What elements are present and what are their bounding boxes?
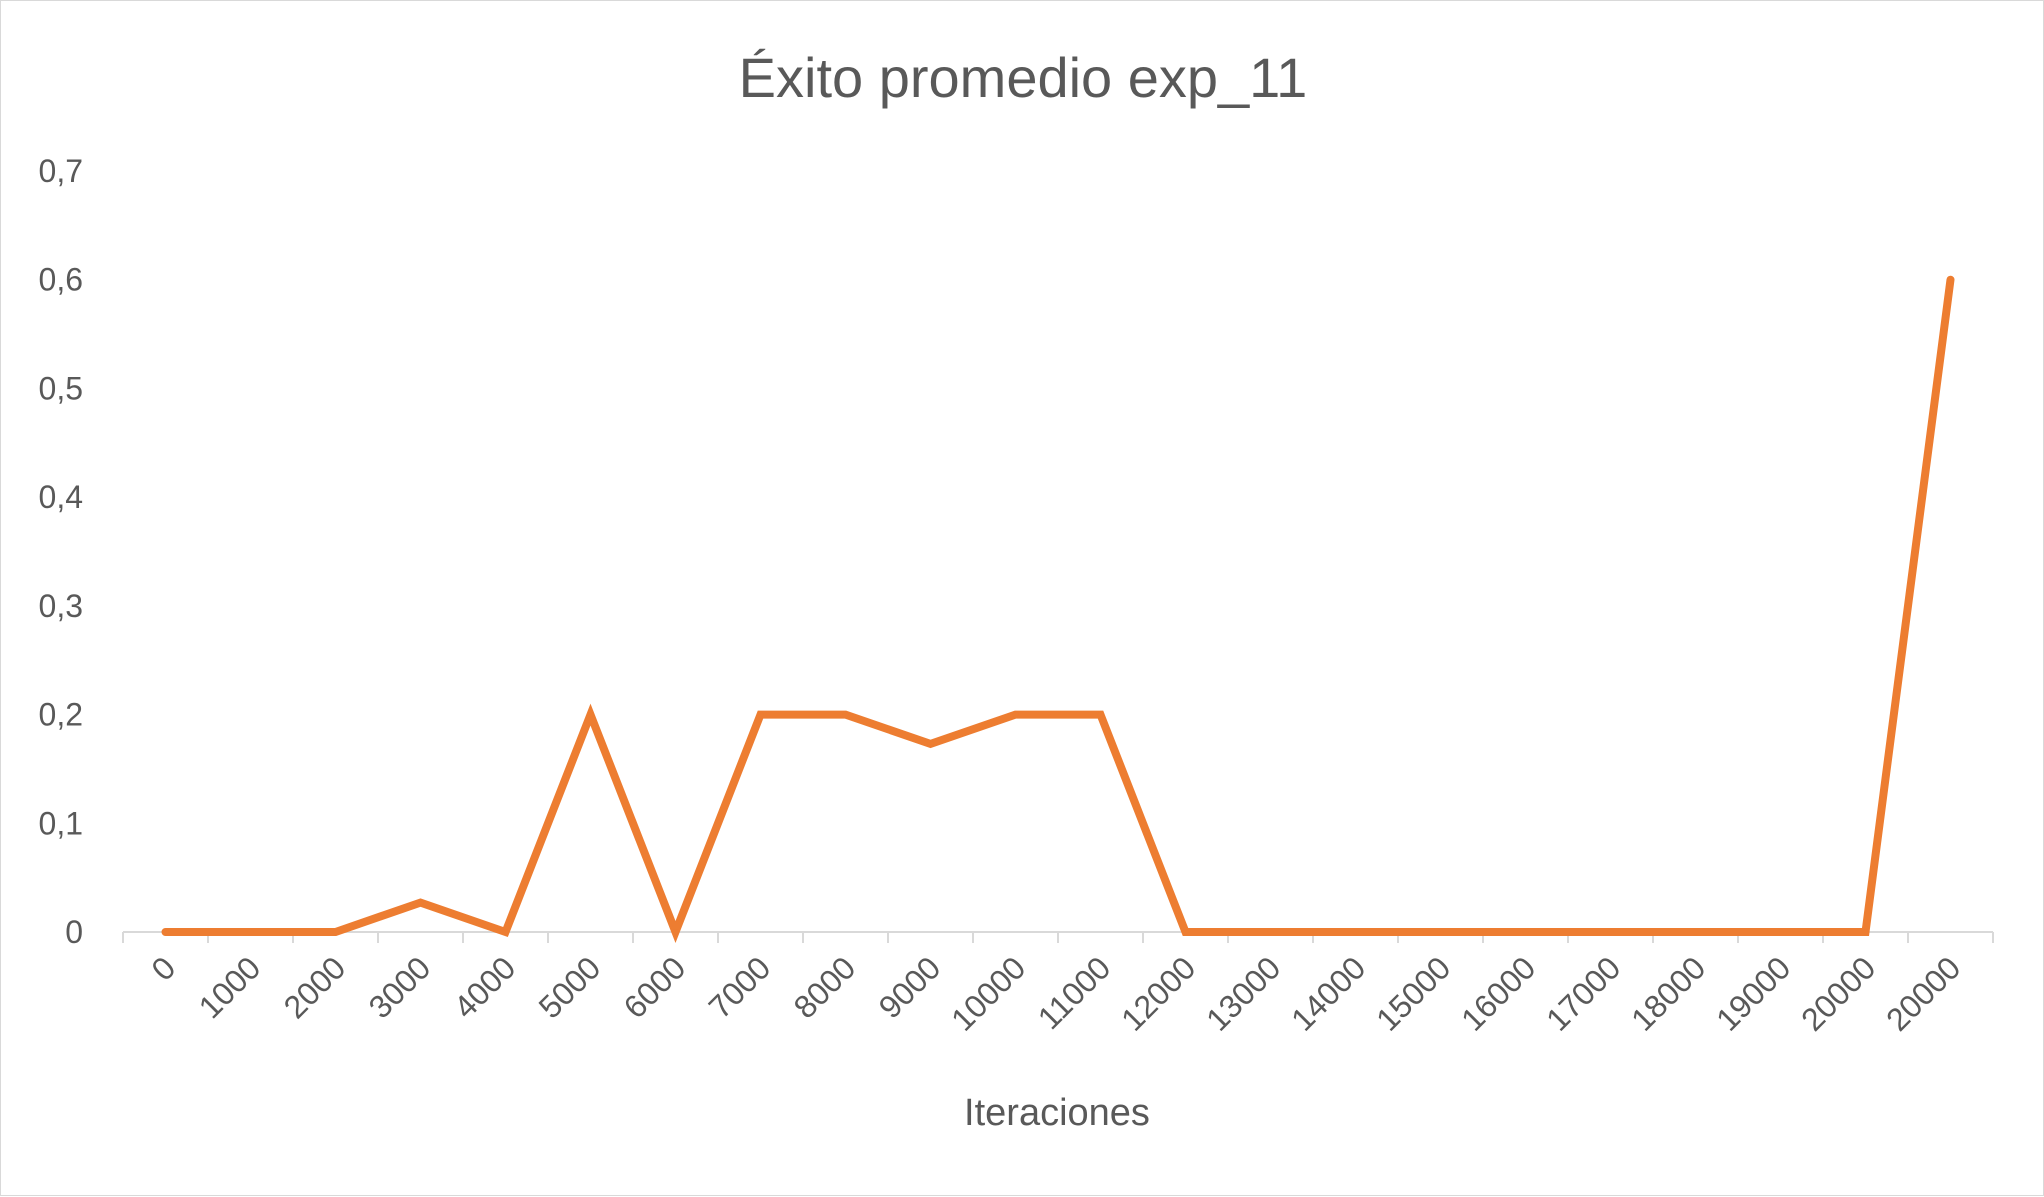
data-point — [247, 929, 254, 935]
x-tick-label: 7000 — [702, 949, 778, 1025]
data-point — [502, 929, 509, 935]
y-tick-label: 0 — [65, 914, 83, 950]
data-point — [587, 711, 594, 718]
data-point — [1182, 929, 1189, 935]
data-point — [842, 711, 849, 718]
data-point — [672, 929, 679, 935]
x-tick-label: 16000 — [1454, 949, 1542, 1037]
y-tick-label: 0,6 — [39, 262, 83, 298]
x-tick-label: 9000 — [872, 949, 948, 1025]
x-tick-label: 11000 — [1031, 949, 1118, 1036]
x-tick-label: 18000 — [1624, 949, 1712, 1037]
series-group — [161, 275, 1955, 943]
x-axis-tick-labels: 0 1000 2000 3000 4000 5000 6000 7000 8000 9000100… — [144, 949, 1967, 1037]
x-tick-label: 6000 — [617, 949, 693, 1025]
data-point — [1437, 929, 1444, 935]
x-tick-label: 19000 — [1709, 949, 1797, 1037]
x-tick-label: 0 — [144, 949, 182, 987]
data-point — [1267, 929, 1274, 935]
data-point — [1607, 929, 1614, 935]
y-tick-label: 0,7 — [39, 153, 83, 189]
data-point — [1947, 276, 1954, 283]
x-tick-label: 13000 — [1199, 949, 1287, 1037]
data-point — [1777, 929, 1784, 935]
y-tick-label: 0,2 — [39, 697, 83, 733]
y-tick-label: 0,4 — [39, 479, 83, 515]
x-tick-label: 17000 — [1539, 949, 1627, 1037]
y-tick-label: 0,1 — [39, 805, 83, 841]
x-tick-label: 20000 — [1794, 949, 1882, 1037]
data-point — [417, 899, 424, 906]
x-tick-label: 3000 — [362, 949, 438, 1025]
data-point — [1522, 929, 1529, 935]
data-point — [1352, 929, 1359, 935]
data-point — [1862, 929, 1869, 935]
data-point — [1012, 711, 1019, 718]
series-line — [161, 275, 1955, 943]
x-tick-label: 15000 — [1369, 949, 1457, 1037]
data-point — [757, 711, 764, 718]
x-tick-label: 14000 — [1284, 949, 1372, 1037]
x-tick-label: 1000 — [192, 949, 268, 1025]
x-tick-label: 20000 — [1879, 949, 1967, 1037]
data-point — [332, 929, 339, 935]
x-axis-tick-marks — [122, 932, 1994, 943]
x-tick-label: 8000 — [787, 949, 863, 1025]
y-axis-tick-labels: 0 0,1 0,2 0,3 0,4 0,5 0,6 0,7 — [39, 153, 83, 950]
data-point — [162, 929, 169, 935]
x-tick-label: 12000 — [1114, 949, 1202, 1037]
chart-title: Éxito promedio exp_11 — [739, 46, 1308, 109]
x-tick-label: 5000 — [532, 949, 608, 1025]
data-point — [1692, 929, 1699, 935]
x-tick-label: 10000 — [944, 949, 1032, 1037]
data-point — [1097, 711, 1104, 718]
y-tick-label: 0,3 — [39, 588, 83, 624]
x-tick-label: 4000 — [447, 949, 523, 1025]
data-point — [927, 740, 934, 747]
x-tick-label: 2000 — [277, 949, 353, 1025]
x-axis-title: Iteraciones — [964, 1092, 1150, 1134]
y-tick-label: 0,5 — [39, 370, 83, 406]
